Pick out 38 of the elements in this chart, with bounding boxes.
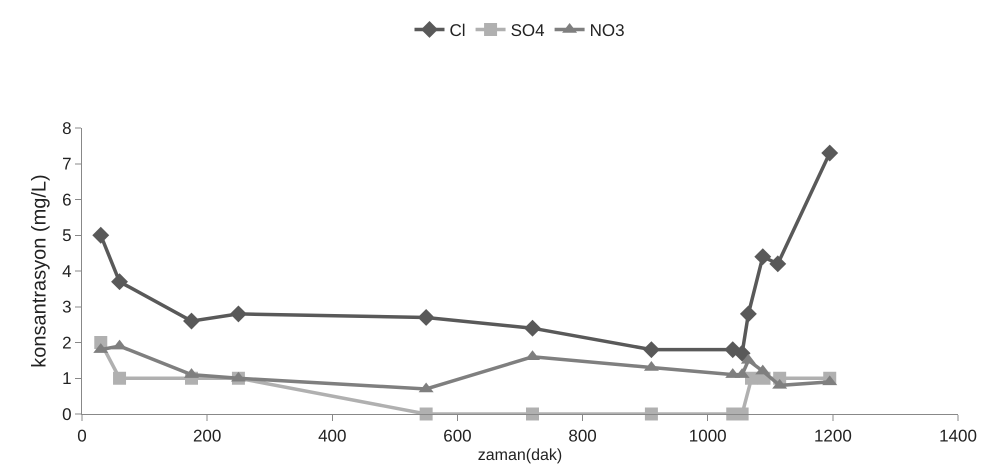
point [740, 305, 757, 322]
x-tick-label: 1200 [814, 426, 852, 446]
point [418, 309, 435, 326]
point [526, 408, 540, 420]
x-tick-label: 0 [77, 426, 87, 446]
y-axis-title: konsantrasyon (mg/L) [28, 174, 51, 368]
point [524, 320, 541, 337]
x-tick-label: 200 [192, 426, 222, 446]
x-tick-label: 1400 [939, 426, 977, 446]
point [92, 226, 110, 244]
y-tick-label: 6 [62, 190, 72, 210]
point [420, 408, 433, 420]
y-tick-label: 2 [62, 333, 72, 352]
point [769, 255, 786, 272]
legend-label: NO3 [590, 21, 625, 40]
y-tick-label: 7 [62, 154, 72, 174]
y-tick-label: 1 [62, 369, 72, 388]
y-tick-label: 0 [62, 404, 72, 424]
y-tick-label: 8 [62, 118, 72, 138]
point [754, 248, 772, 266]
point [111, 273, 128, 290]
x-tick-label: 600 [443, 426, 472, 446]
point [642, 341, 660, 358]
point [644, 408, 658, 420]
point [821, 144, 838, 162]
x-tick-label: 1000 [688, 426, 727, 446]
y-tick-label: 3 [62, 298, 72, 317]
legend-label: Cl [450, 21, 466, 40]
x-tick-label: 800 [568, 426, 597, 446]
legend-label: SO4 [510, 21, 545, 40]
y-tick-label: 4 [62, 262, 72, 281]
point [113, 372, 126, 385]
point [183, 312, 200, 330]
point [734, 344, 751, 362]
x-axis-title: zaman(dak) [478, 447, 562, 464]
point [230, 305, 247, 322]
y-tick-label: 5 [62, 226, 72, 246]
x-tick-label: 400 [318, 426, 346, 446]
